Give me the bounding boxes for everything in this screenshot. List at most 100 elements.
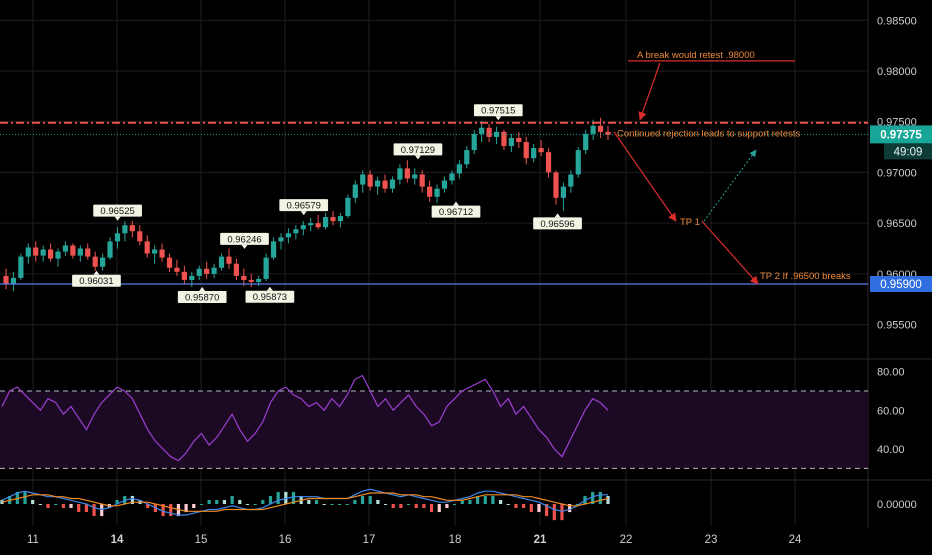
macd-histogram-bar — [84, 504, 88, 513]
price-tick-label: 0.95500 — [877, 320, 917, 332]
price-tick-label: 0.98000 — [877, 66, 917, 78]
pivot-label-low: 0.96712 — [431, 201, 481, 218]
candle-body — [159, 249, 165, 258]
macd-histogram-bar — [330, 504, 334, 505]
macd-histogram-bar — [575, 504, 579, 505]
tp2-arrow[interactable] — [701, 220, 759, 285]
macd-histogram-bar — [568, 504, 572, 513]
price-tick-label: 0.98500 — [877, 15, 917, 27]
macd-histogram-bar — [391, 504, 395, 509]
candle-body — [25, 247, 31, 257]
pivot-label-text: 0.96246 — [227, 234, 261, 245]
macd-histogram-bar — [360, 495, 365, 504]
candle-body — [597, 125, 604, 132]
pivot-label-low: 0.95873 — [245, 286, 295, 303]
candle-body — [360, 174, 366, 185]
price-tick-label: 0.96500 — [877, 218, 917, 230]
macd-histogram-bar — [31, 499, 35, 504]
candle-body — [456, 164, 462, 174]
tp1-arrow[interactable] — [613, 131, 677, 222]
macd-histogram-bar — [61, 504, 65, 509]
macd-histogram-bar — [499, 499, 503, 504]
candle-body — [181, 271, 187, 280]
pivot-label-text: 0.96712 — [439, 207, 473, 218]
pivot-pointer — [414, 155, 421, 160]
countdown-badge — [884, 143, 932, 160]
candle-body — [218, 256, 225, 268]
candle-body — [62, 245, 69, 252]
annotation-text[interactable]: A break would retest .98000 — [637, 50, 755, 61]
candle-body — [471, 133, 477, 151]
candle-body — [55, 251, 61, 259]
candle-body — [508, 137, 514, 147]
time-tick-label: 14 — [111, 534, 124, 546]
candle-body — [337, 216, 344, 222]
candle-body — [493, 131, 500, 137]
candle-body — [196, 268, 202, 276]
candle-body — [449, 173, 455, 181]
macd-histogram-bar — [545, 504, 549, 517]
candle-body — [352, 184, 358, 198]
candle-body — [538, 148, 544, 153]
candle-body — [345, 197, 351, 217]
macd-histogram-bar — [307, 499, 311, 504]
macd-histogram-bar — [92, 504, 96, 517]
time-tick-label: 21 — [534, 534, 547, 546]
macd-histogram-bar — [69, 504, 73, 509]
macd-histogram-bar — [253, 504, 257, 505]
pivot-label-text: 0.97515 — [481, 106, 515, 117]
macd-histogram-bar — [115, 499, 119, 504]
candle-body — [10, 277, 17, 284]
candle-body — [330, 217, 336, 222]
macd-histogram-bar — [429, 504, 434, 513]
pivot-label-high: 0.97129 — [393, 143, 443, 160]
candle-body — [419, 174, 425, 187]
pivot-label-box — [431, 205, 481, 218]
candle-body — [389, 179, 396, 189]
annotation-text[interactable]: TP 1 — [680, 217, 700, 228]
trend-drawings[interactable] — [613, 60, 795, 285]
macd-histogram-bar — [376, 499, 380, 504]
annotation-text[interactable]: Continued rejection leads to support ret… — [617, 128, 800, 139]
candle-body — [3, 275, 9, 284]
candle-body — [441, 180, 448, 189]
candle-body — [122, 225, 128, 234]
candle-body — [263, 257, 269, 279]
pivot-label-box — [279, 199, 329, 212]
candle-body — [40, 249, 46, 256]
candle-body — [233, 263, 239, 276]
candle-body — [367, 174, 373, 187]
pivot-pointer — [453, 201, 459, 206]
macd-histogram-bar — [54, 504, 58, 505]
annotation-text[interactable]: TP 2 If .96500 breaks — [760, 271, 851, 282]
candle-body — [531, 148, 537, 159]
candle-body — [129, 225, 135, 232]
break-retest-arrow[interactable] — [638, 62, 661, 121]
macd-histogram-bar — [353, 499, 357, 504]
candle-body — [70, 245, 76, 256]
countdown-label: 49:09 — [894, 146, 923, 158]
candle-body — [382, 180, 388, 189]
bounce-arrow[interactable] — [703, 149, 757, 222]
macd-histogram-bar — [291, 491, 296, 504]
candle-body — [33, 247, 39, 256]
candle-body — [100, 257, 106, 267]
pivot-label-text: 0.96596 — [540, 219, 574, 230]
pivot-label-box — [72, 274, 121, 287]
chart-annotations[interactable]: A break would retest .98000 Continued rej… — [617, 50, 851, 282]
pivot-pointer — [554, 213, 561, 218]
macd-histogram-bar — [169, 504, 173, 517]
macd-histogram-bar — [452, 504, 457, 505]
macd-histogram-bar — [268, 495, 273, 504]
rsi-tick-label: 80.00 — [877, 367, 905, 379]
time-tick-label: 22 — [620, 534, 633, 546]
pivot-label-high: 0.96525 — [93, 204, 142, 221]
price-axis[interactable]: 0.985000.980000.975000.970000.965000.960… — [870, 15, 932, 332]
macd-histogram-bar — [514, 504, 518, 509]
pivot-label-low: 0.96031 — [72, 270, 121, 287]
time-axis[interactable]: 11 14 15 16 17 18 21 22 23 24 — [27, 534, 802, 546]
candle-body — [248, 279, 254, 282]
candle-body — [315, 223, 321, 228]
